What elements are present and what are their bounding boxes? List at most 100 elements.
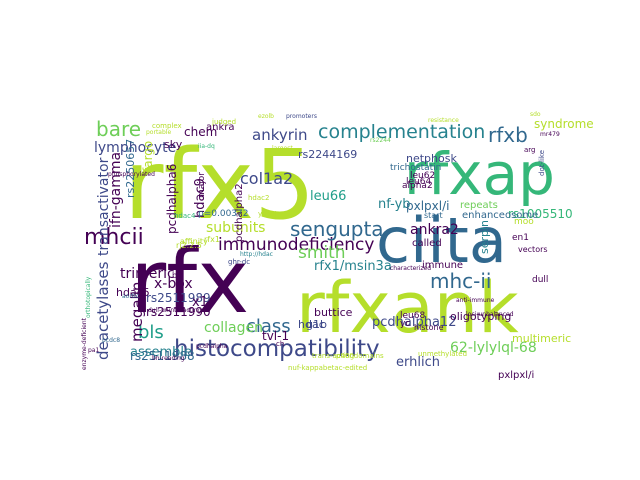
cloud-word: phosphorylated xyxy=(108,171,155,178)
cloud-word: pxlpxl/i xyxy=(498,370,534,381)
cloud-word: pxlpxl/i xyxy=(406,199,449,213)
cloud-word: p400domains xyxy=(336,352,384,360)
cloud-word: chem xyxy=(184,125,217,139)
cloud-word: immune xyxy=(422,260,463,271)
cloud-word: sengupta xyxy=(290,217,384,241)
cloud-word: hdac4 xyxy=(174,212,196,220)
cloud-word: nf-yb xyxy=(378,197,411,212)
cloud-word: assemble xyxy=(130,345,192,360)
cloud-word: moo xyxy=(514,217,534,227)
cloud-word: yc xyxy=(400,319,410,329)
cloud-word: affinity xyxy=(180,237,208,246)
cloud-word: enhanceosome xyxy=(462,210,538,221)
cloud-word: ezolb xyxy=(258,113,274,120)
cloud-word: serpin xyxy=(478,220,491,254)
cloud-word: trans-acting xyxy=(312,352,354,360)
cloud-word: complex xyxy=(152,122,182,130)
cloud-word: bls xyxy=(138,322,164,343)
cloud-word: leu66 xyxy=(310,189,346,204)
cloud-word: en1 xyxy=(512,233,529,243)
cloud-word: arg xyxy=(524,146,536,154)
cloud-word: mhcii xyxy=(84,225,144,250)
cloud-word: called xyxy=(412,238,442,249)
cloud-word: pcdhalpha12 xyxy=(372,315,456,330)
cloud-word: leu64 xyxy=(406,177,431,187)
cloud-word: rfx xyxy=(130,230,249,333)
cloud-word: sdo xyxy=(530,111,541,118)
cloud-word: erhlich xyxy=(396,355,440,370)
cloud-word: nuf-kappabetac-edited xyxy=(288,364,367,372)
cloud-word: col1a2 xyxy=(240,169,293,188)
cloud-word: rs1005510 xyxy=(508,207,573,221)
cloud-word: subunits xyxy=(206,220,265,236)
cloud-word: megalin xyxy=(128,282,146,342)
cloud-word: largest xyxy=(272,145,293,152)
cloud-word: rfx5 xyxy=(124,129,315,241)
cloud-word: rfx1/msin3a xyxy=(314,259,392,274)
cloud-word: buttice xyxy=(314,306,353,319)
cloud-word: transactivator xyxy=(96,157,112,256)
cloud-word: loci-unbalanced xyxy=(466,311,514,318)
cloud-word: characterized xyxy=(390,265,431,272)
cloud-word: rs2511989 xyxy=(146,291,211,305)
cloud-word: deacetylases xyxy=(94,261,112,360)
cloud-word: hdac5 xyxy=(116,286,150,299)
cloud-word: smith xyxy=(298,243,346,263)
cloud-word: repeats xyxy=(460,200,498,211)
cloud-word: g1b xyxy=(306,318,327,331)
cloud-word: mr479 xyxy=(540,131,560,138)
cloud-word: lymphocyte xyxy=(94,140,176,156)
cloud-word: iia-dq xyxy=(198,143,215,150)
cloud-word: histone xyxy=(414,323,444,332)
cloud-word: bh-reading xyxy=(152,355,185,362)
cloud-word: tvl-1 xyxy=(262,329,289,343)
cloud-word: x-box xyxy=(154,276,193,292)
cloud-word: oligotyping xyxy=(450,310,511,323)
cloud-word: vectors xyxy=(518,245,548,254)
cloud-word: rs2250657 xyxy=(124,139,137,198)
cloud-word: pcdhalpha2 xyxy=(234,183,245,242)
cloud-word: ankra2 xyxy=(410,222,459,238)
cloud-word: ankyrin xyxy=(252,126,308,144)
cloud-word: anti-immune xyxy=(456,297,495,304)
cloud-word: ch xyxy=(276,340,284,348)
cloud-word: syndrome xyxy=(534,117,594,131)
cloud-word: leu68 xyxy=(400,311,425,321)
cloud-word: enzyme-deficient xyxy=(81,317,88,370)
cloud-background xyxy=(80,110,560,370)
cloud-word: multimeric xyxy=(512,332,571,345)
cloud-word: orthotopically xyxy=(85,276,92,318)
cloud-word: http://hdac xyxy=(240,251,273,258)
cloud-word: major xyxy=(197,172,207,198)
cloud-word: trimeric xyxy=(120,266,175,282)
cloud-word: rfx1 xyxy=(204,235,220,244)
cloud-word: pcdc8 xyxy=(102,337,120,344)
cloud-word: pcdhalpha6 xyxy=(165,164,179,234)
cloud-word: judged xyxy=(211,118,236,126)
cloud-word: resistance xyxy=(428,117,459,124)
cloud-word: bare xyxy=(96,117,141,141)
cloud-word: dot-like xyxy=(538,150,546,176)
cloud-word: class xyxy=(246,316,291,337)
cloud-word: promoters xyxy=(286,113,317,120)
cloud-word: pa1 xyxy=(88,347,99,354)
cloud-word: histocompatibility xyxy=(174,336,380,362)
cloud-word: start xyxy=(424,211,443,220)
cloud-word: fargo xyxy=(141,141,155,172)
cloud-word: 62-lylylql-68 xyxy=(450,340,537,356)
cloud-word: hdac xyxy=(298,318,325,331)
cloud-word: leu62 xyxy=(410,171,435,181)
cloud-word: unmethylated xyxy=(418,350,467,358)
cloud-word: sky xyxy=(164,138,183,151)
cloud-word: rs2244 xyxy=(370,137,391,144)
cloud-word: pcdhalpha xyxy=(196,343,228,350)
cloud-word: rfxb xyxy=(488,123,528,147)
cloud-word: rs2511990 xyxy=(146,305,211,319)
cloud-word: ciita xyxy=(376,204,507,277)
cloud-word: rj2.2.5 xyxy=(176,241,202,250)
cloud-word: ifn-gamma xyxy=(108,152,124,228)
cloud-word: trichostatin xyxy=(390,163,441,173)
cloud-word: dull xyxy=(532,275,548,285)
cloud-word: mhc-ii xyxy=(430,269,491,293)
